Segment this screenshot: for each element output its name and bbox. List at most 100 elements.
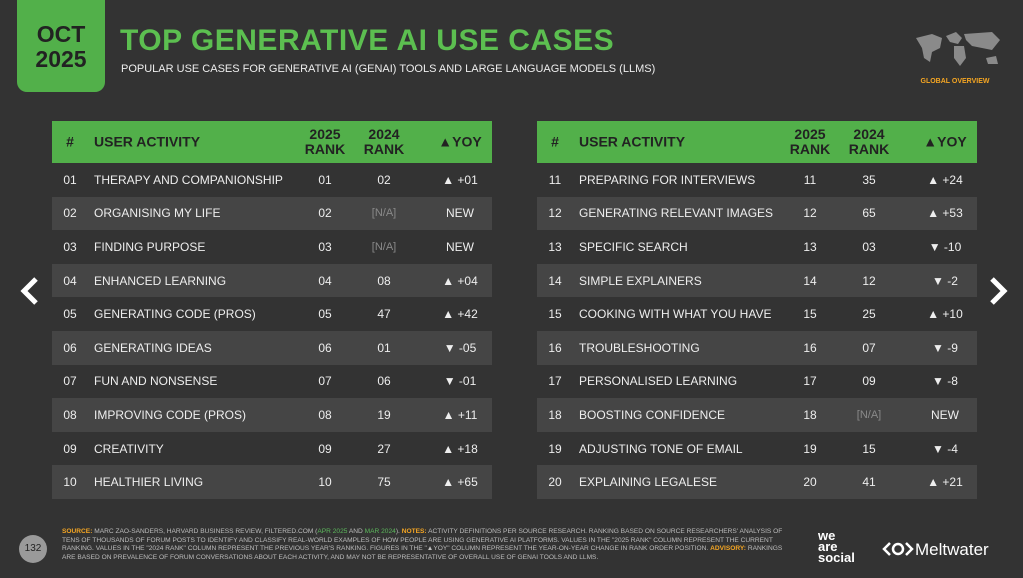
table-row: 12 GENERATING RELEVANT IMAGES 12 65 ▲ +53 <box>537 196 977 231</box>
table-cell: GENERATING RELEVANT IMAGES <box>579 206 774 221</box>
table-cell: 04 <box>63 273 77 288</box>
date-year: 2025 <box>35 46 87 72</box>
table-cell: 18 <box>803 407 817 422</box>
table-cell: 02 <box>63 206 77 221</box>
table-cell: [N/A] <box>856 408 882 421</box>
table-cell: 41 <box>862 475 876 490</box>
table-cell: 16 <box>803 340 817 355</box>
table-cell: ORGANISING MY LIFE <box>94 206 221 221</box>
subtitle: POPULAR USE CASES FOR GENERATIVE AI (GEN… <box>121 63 656 75</box>
table-cell: ▼ -01 <box>443 374 477 389</box>
table-cell: FUN AND NONSENSE <box>94 374 218 389</box>
table-cell: 13 <box>548 239 562 254</box>
table-cell: 65 <box>862 206 876 221</box>
table-cell: 04 <box>318 273 332 288</box>
table-cell: 19 <box>548 441 562 456</box>
table-row: 18 BOOSTING CONFIDENCE 18 [N/A] NEW <box>537 398 977 432</box>
table-cell: ▲ +04 <box>442 273 478 288</box>
world-map <box>916 32 1000 66</box>
table-cell: 18 <box>548 407 562 422</box>
column-header: ▲YOY <box>923 133 967 150</box>
table-row: 10 HEALTHIER LIVING 10 75 ▲ +65 <box>52 465 492 499</box>
table-cell: 09 <box>63 441 77 456</box>
table-cell: 06 <box>318 340 332 355</box>
table-cell: NEW <box>931 407 959 422</box>
table-cell: 03 <box>862 239 876 254</box>
column-header: 2025 RANK <box>789 126 831 157</box>
table-row: 15 COOKING WITH WHAT YOU HAVE 15 25 ▲ +10 <box>537 297 977 331</box>
table-cell: HEALTHIER LIVING <box>94 475 204 490</box>
table-row: 16 TROUBLESHOOTING 16 07 ▼ -9 <box>537 330 977 365</box>
table-row: 13 SPECIFIC SEARCH 13 03 ▼ -10 <box>537 230 977 264</box>
logo-line: we <box>818 528 836 543</box>
table-cell: ▲ +24 <box>927 172 963 187</box>
table-header: # USER ACTIVITY 2025 RANK 2024 RANK ▲YOY <box>537 121 977 163</box>
table-cell: ▼ -4 <box>932 441 958 456</box>
table-cell: BOOSTING CONFIDENCE <box>579 407 726 422</box>
table-cell: 19 <box>377 407 391 422</box>
table-row: 05 GENERATING CODE (PROS) 05 47 ▲ +42 <box>52 297 492 331</box>
table-cell: PREPARING FOR INTERVIEWS <box>579 172 756 187</box>
footer-segment: SOURCE: <box>62 528 93 535</box>
table-cell: 07 <box>63 374 77 389</box>
table-cell: 03 <box>318 239 332 254</box>
table-cell: 12 <box>803 206 817 221</box>
table-header: # USER ACTIVITY 2025 RANK 2024 RANK ▲YOY <box>52 121 492 163</box>
table-cell: 35 <box>862 172 876 187</box>
table-cell: THERAPY AND COMPANIONSHIP <box>94 172 283 187</box>
table-row: 06 GENERATING IDEAS 06 01 ▼ -05 <box>52 330 492 365</box>
footer-segment: ). <box>395 528 402 535</box>
table-cell: IMPROVING CODE (PROS) <box>94 407 247 422</box>
footer-segment: NOTES: <box>401 528 427 535</box>
footer-segment: MARC ZAO-SANDERS, HARVARD BUSINESS REVIE… <box>92 528 318 535</box>
table: # USER ACTIVITY 2025 RANK 2024 RANK ▲YOY 11 PR… <box>537 121 977 499</box>
prev-arrow[interactable] <box>18 276 44 306</box>
table-cell: 06 <box>377 374 391 389</box>
meltwater-icon <box>882 542 914 556</box>
table-cell: 01 <box>377 340 391 355</box>
table-cell: FINDING PURPOSE <box>94 239 206 254</box>
table-cell: 25 <box>862 307 876 322</box>
table-row: 20 EXPLAINING LEGALESE 20 41 ▲ +21 <box>537 465 977 499</box>
table-row: 02 ORGANISING MY LIFE 02 [N/A] NEW <box>52 196 492 231</box>
table-cell: SPECIFIC SEARCH <box>579 239 688 254</box>
table-cell: 05 <box>318 307 332 322</box>
table-cell: 20 <box>803 475 817 490</box>
logo-meltwater: Meltwater <box>915 540 989 559</box>
table-cell: 14 <box>548 273 562 288</box>
table-row: 14 SIMPLE EXPLAINERS 14 12 ▼ -2 <box>537 263 977 298</box>
page-number: 132 <box>19 535 47 563</box>
column-header: USER ACTIVITY <box>94 133 201 150</box>
column-header: # <box>66 133 74 150</box>
table-cell: ▼ -10 <box>928 239 962 254</box>
column-header: 2024 RANK <box>363 126 405 157</box>
table-cell: 17 <box>548 374 562 389</box>
table-cell: 20 <box>548 475 562 490</box>
next-arrow[interactable] <box>986 276 1012 306</box>
table-cell: NEW <box>446 239 474 254</box>
table-cell: 15 <box>862 441 876 456</box>
table-cell: 07 <box>318 374 332 389</box>
table-row: 04 ENHANCED LEARNING 04 08 ▲ +04 <box>52 263 492 298</box>
table-cell: 12 <box>862 273 876 288</box>
column-header: 2024 RANK <box>848 126 890 157</box>
table-cell: 05 <box>63 307 77 322</box>
table-row: 07 FUN AND NONSENSE 07 06 ▼ -01 <box>52 365 492 399</box>
column-header: USER ACTIVITY <box>579 133 686 150</box>
table-cell: [N/A] <box>371 240 397 253</box>
table-cell: 01 <box>318 172 332 187</box>
table-cell: ▲ +42 <box>442 307 478 322</box>
table-cell: COOKING WITH WHAT YOU HAVE <box>579 307 772 322</box>
table-cell: ▲ +01 <box>442 172 478 187</box>
date-box: OCT 2025 <box>17 0 105 92</box>
table-cell: ▼ -8 <box>932 374 958 389</box>
table-cell: 47 <box>377 307 391 322</box>
footer-segment: APR 2025 <box>317 528 348 535</box>
table-cell: 11 <box>548 172 562 187</box>
table-cell: 27 <box>377 441 391 456</box>
table-row: 11 PREPARING FOR INTERVIEWS 11 35 ▲ +24 <box>537 163 977 197</box>
table: # USER ACTIVITY 2025 RANK 2024 RANK ▲YOY 01 TH… <box>52 121 492 499</box>
table-cell: 11 <box>803 172 817 187</box>
table-cell: ▲ +11 <box>442 407 478 422</box>
